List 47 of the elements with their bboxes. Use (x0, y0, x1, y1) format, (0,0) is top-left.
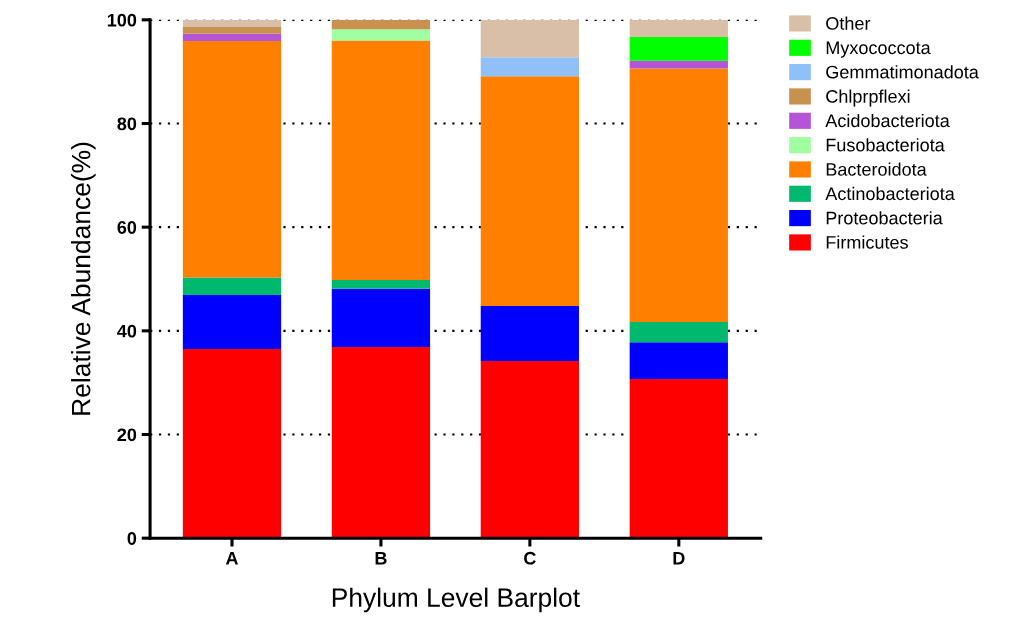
legend-label: Fusobacteriota (826, 138, 945, 152)
legend-label: Other (826, 16, 871, 30)
bar (629, 19, 728, 37)
y-axis-title: Relative Abundance(%) (71, 142, 96, 415)
bar (182, 33, 282, 42)
bar (182, 19, 282, 28)
bar (629, 342, 728, 380)
x-tick-label: D (673, 552, 685, 565)
y-tick-label: 80 (117, 117, 137, 131)
bar (331, 19, 431, 30)
bar (629, 322, 728, 343)
x-tick-label: A (225, 552, 239, 565)
bar (480, 76, 580, 306)
legend-label: Gemmatimonadota (826, 65, 979, 79)
x-axis-title: Phylum Level Barplot (332, 587, 580, 613)
legend-label: Myxococcota (826, 41, 931, 58)
bar (629, 60, 728, 69)
y-tick-label: 60 (117, 221, 137, 234)
legend-label: Acidobacteriota (825, 113, 950, 128)
y-tick-label: 0 (127, 532, 137, 545)
bar (331, 346, 431, 539)
bar (331, 40, 431, 281)
x-tick-label: C (524, 551, 536, 565)
bar (629, 68, 728, 323)
y-tick-label: 20 (117, 428, 137, 442)
legend-label: Chlprpflexi (826, 89, 910, 107)
bar (480, 305, 580, 361)
legend-label: Firmicutes (826, 235, 908, 249)
y-tick-label: 40 (117, 324, 137, 338)
bar (629, 36, 728, 61)
legend-label: Actinobacteriota (825, 186, 955, 201)
bar (331, 280, 431, 289)
bar (331, 288, 431, 347)
y-tick-label: 100 (107, 13, 137, 27)
legend-label: Proteobacteria (826, 211, 943, 225)
bar (182, 348, 282, 539)
bar (480, 19, 580, 58)
bar (182, 277, 282, 296)
bar (629, 379, 728, 539)
bar (480, 57, 580, 77)
x-tick-label: B (375, 552, 387, 565)
bar (182, 41, 282, 278)
bar (331, 29, 431, 41)
bar (182, 27, 282, 34)
legend-label: Bacteroidota (826, 162, 927, 176)
bar (480, 360, 580, 539)
bar (182, 295, 282, 349)
